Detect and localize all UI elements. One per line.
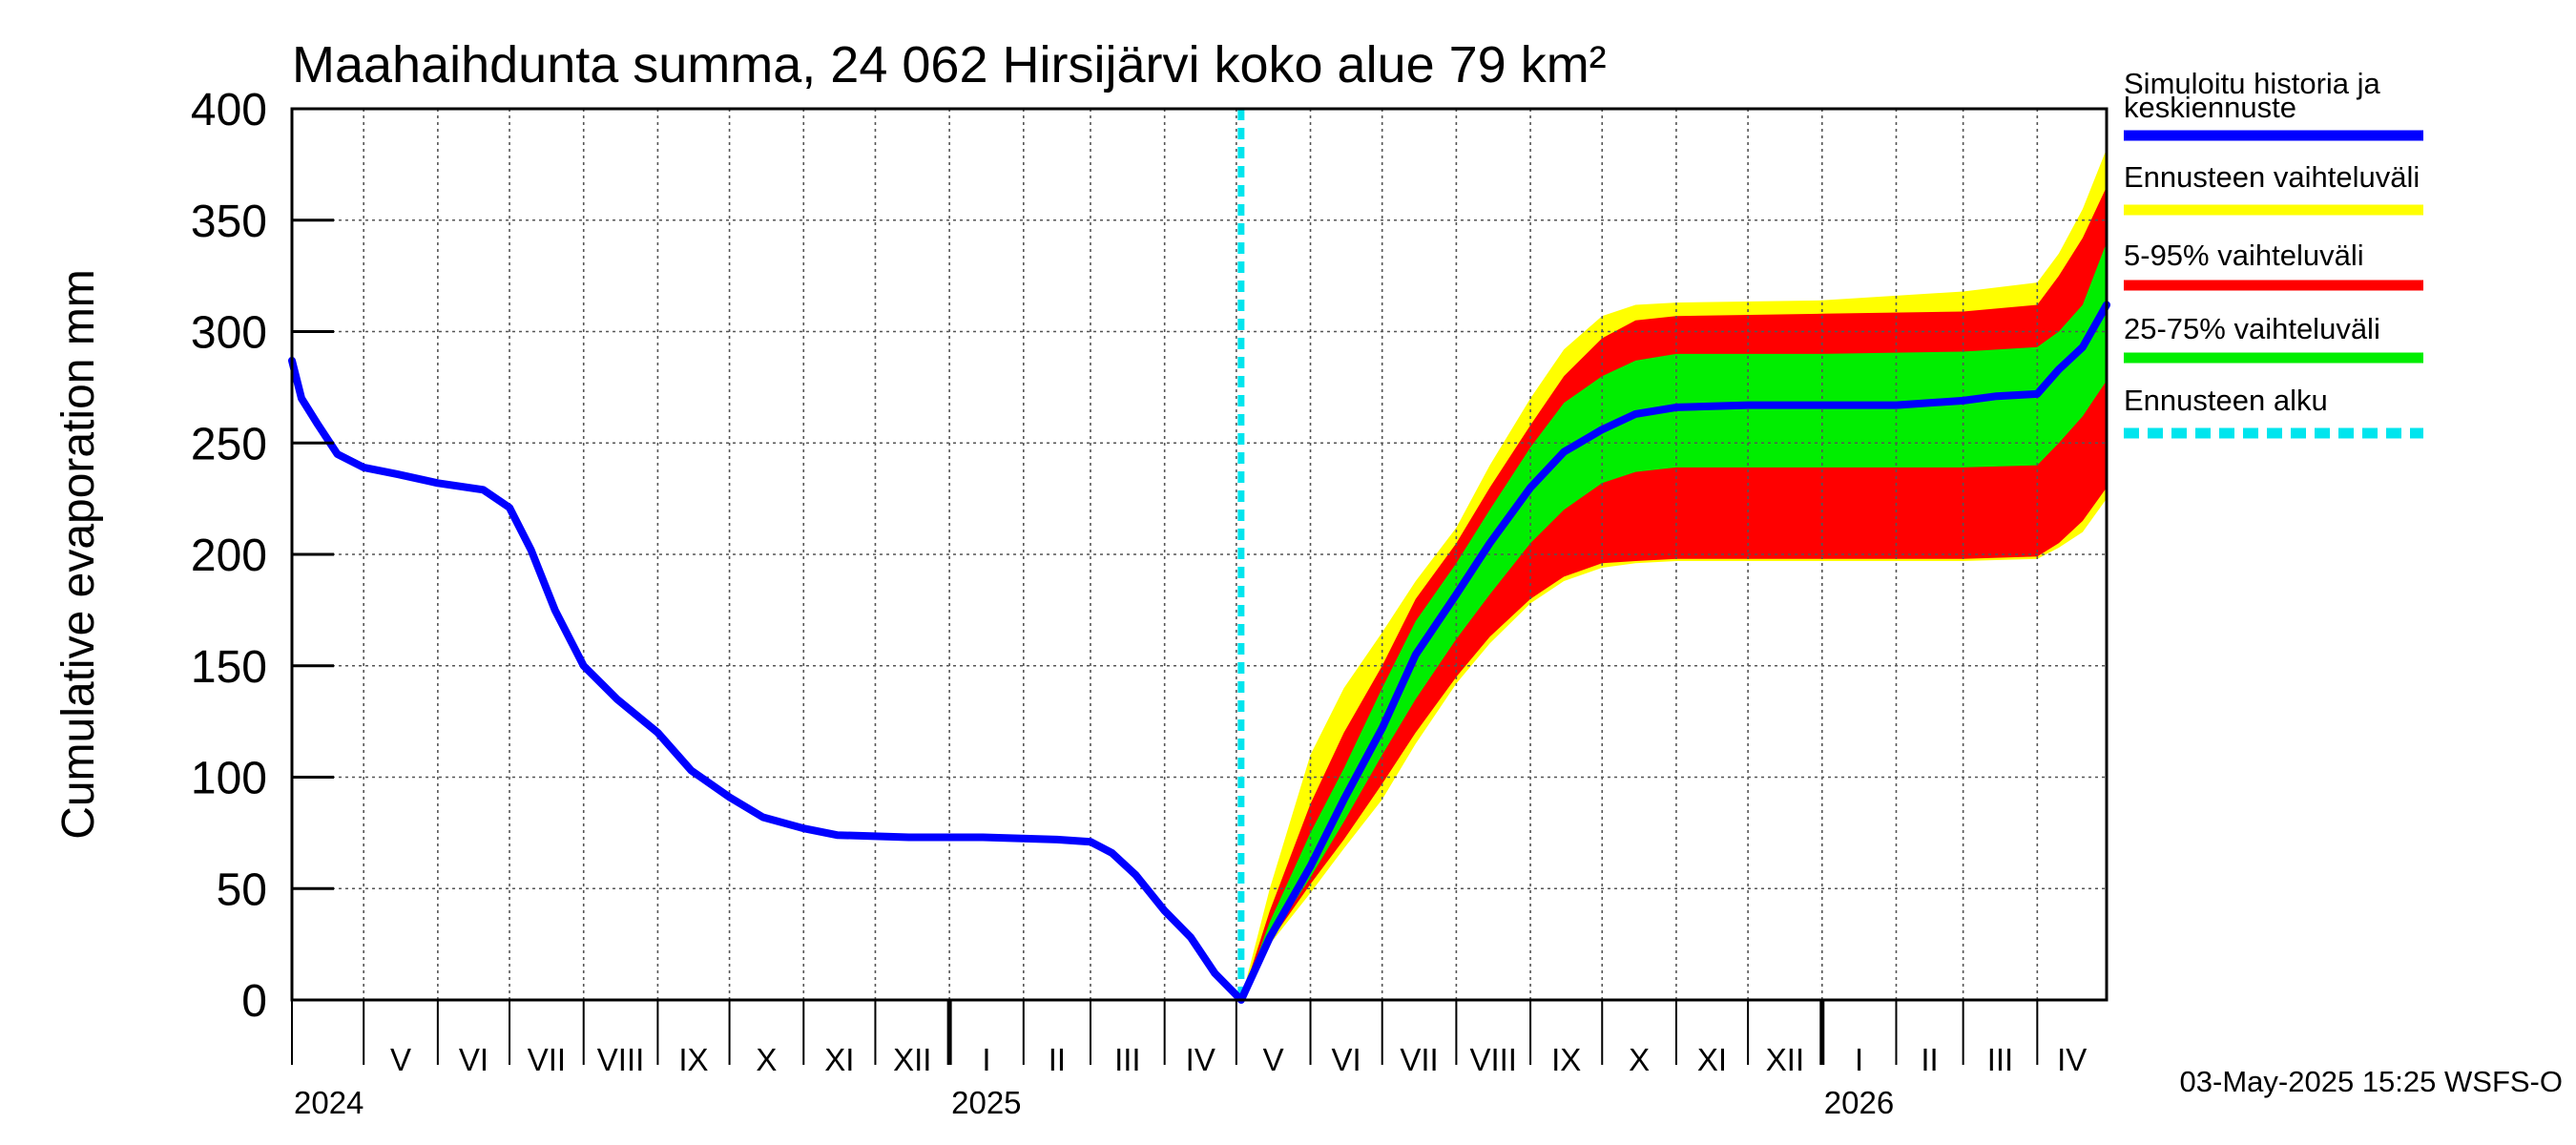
band-range <box>1240 149 2107 1000</box>
y-tick-label: 50 <box>217 864 267 915</box>
month-label: X <box>1629 1042 1650 1077</box>
chart-title: Maahaihdunta summa, 24 062 Hirsijärvi ko… <box>292 36 1607 94</box>
y-tick-label: 350 <box>191 197 267 247</box>
month-label: XI <box>824 1042 854 1077</box>
month-label: VI <box>1332 1042 1361 1077</box>
legend-label: Ennusteen vaihteluväli <box>2124 160 2420 194</box>
month-label: V <box>390 1042 411 1077</box>
legend-label: Simuloitu historia ja keskiennuste <box>2124 67 2381 124</box>
month-label: III <box>1987 1042 2014 1077</box>
month-label: II <box>1049 1042 1066 1077</box>
series-lines <box>288 109 2110 1004</box>
y-tick-label: 150 <box>191 642 267 693</box>
legend-item: 25-75% vaihteluväli <box>2124 312 2423 364</box>
y-tick-label: 0 <box>241 976 267 1027</box>
month-label: VII <box>1400 1042 1438 1077</box>
month-label: VIII <box>597 1042 645 1077</box>
forecast-bands <box>1240 149 2107 1001</box>
month-label: I <box>1855 1042 1863 1077</box>
month-label: IV <box>1186 1042 1215 1077</box>
legend-label-line: keskiennuste <box>2124 91 2296 124</box>
year-label: 2025 <box>951 1085 1021 1120</box>
month-label: IX <box>678 1042 708 1077</box>
month-label: IV <box>2057 1042 2087 1077</box>
y-tick-label: 250 <box>191 419 267 469</box>
month-label: X <box>756 1042 777 1077</box>
month-label: I <box>982 1042 990 1077</box>
year-label: 2026 <box>1824 1085 1894 1120</box>
y-tick-label: 200 <box>191 531 267 581</box>
legend-item: Ennusteen alku <box>2124 384 2423 439</box>
legend-label: 5-95% vaihteluväli <box>2124 239 2364 272</box>
legend-label-line: Simuloitu historia ja <box>2124 67 2381 100</box>
grid-lines <box>292 109 2107 1000</box>
legend-item: Simuloitu historia ja keskiennuste <box>2124 67 2423 141</box>
simulated-line <box>288 301 2110 1004</box>
band-p25-75 <box>1240 242 2107 1001</box>
month-label: XII <box>893 1042 931 1077</box>
y-tick-label: 300 <box>191 308 267 359</box>
month-label: XII <box>1766 1042 1804 1077</box>
y-axis-label: Cumulative evaporation mm <box>53 269 104 840</box>
month-label: III <box>1114 1042 1141 1077</box>
month-label: VIII <box>1469 1042 1517 1077</box>
legend-label: 25-75% vaihteluväli <box>2124 312 2380 345</box>
legend-label: Ennusteen alku <box>2124 384 2328 417</box>
month-label: IX <box>1551 1042 1581 1077</box>
footer-timestamp: 03-May-2025 15:25 WSFS-O <box>2180 1065 2563 1098</box>
y-tick-label: 100 <box>191 754 267 804</box>
legend-item: 5-95% vaihteluväli <box>2124 239 2423 291</box>
legend-item: Ennusteen vaihteluväli <box>2124 160 2423 216</box>
y-tick-label: 400 <box>191 85 267 135</box>
month-label: VI <box>459 1042 488 1077</box>
month-label: XI <box>1697 1042 1727 1077</box>
legend: Simuloitu historia ja keskiennuste Ennuste… <box>2124 67 2423 439</box>
month-label: VII <box>528 1042 566 1077</box>
year-label: 2024 <box>294 1085 364 1120</box>
month-label: V <box>1263 1042 1284 1077</box>
month-label: II <box>1921 1042 1938 1077</box>
